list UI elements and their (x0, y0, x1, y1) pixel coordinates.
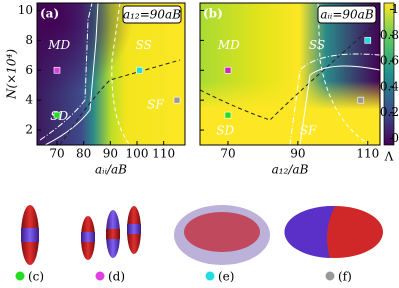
y-tick-label: 10 (18, 3, 33, 17)
colorbar-tick-label: 0.4 (380, 79, 399, 93)
annotation: a₁₂=90aB (123, 8, 181, 22)
state-label: (f) (338, 270, 352, 284)
state-label: (c) (28, 270, 44, 284)
colorbar-tick-label: 0.2 (380, 105, 399, 119)
marker (136, 66, 143, 74)
marker (53, 66, 61, 74)
boundary (59, 59, 181, 146)
marker (173, 96, 181, 104)
boundary (44, 2, 99, 146)
condensate (286, 205, 335, 250)
condensate (81, 232, 95, 242)
boundary (317, 2, 371, 146)
colorbar (383, 2, 395, 146)
marker (53, 111, 61, 119)
marker (357, 96, 365, 104)
boundary (299, 65, 381, 146)
region-label: SS (135, 38, 151, 52)
x-tick-label: 80 (76, 147, 91, 161)
state-dot (205, 271, 215, 281)
colorbar-tick-label: 1 (391, 2, 399, 16)
colorbar-tick-label: 0 (391, 131, 399, 145)
state-dot (95, 271, 105, 281)
colorbar-tick-label: 0.8 (380, 28, 399, 42)
panel-label: (a) (40, 7, 59, 21)
y-axis-label: N(×10⁴) (5, 49, 19, 100)
y-tick-label: 4 (25, 93, 33, 107)
panel-label: (b) (203, 7, 223, 21)
x-axis-label: a₁₂/aB (272, 163, 309, 177)
boundary (289, 53, 381, 146)
region-label: SD (216, 123, 234, 137)
colorbar-tick-label: 0.6 (380, 54, 399, 68)
state-dot (325, 271, 335, 281)
state-label: (d) (108, 270, 125, 284)
region-label: SF (300, 123, 317, 137)
condensate (127, 224, 141, 234)
marker (224, 111, 232, 119)
y-tick-label: 2 (25, 123, 33, 137)
x-axis-label: aᵢᵢ/aB (95, 163, 127, 177)
colorbar-label: Λ (384, 150, 394, 164)
plot-frame (199, 2, 381, 146)
heatmap-b-shade (200, 3, 380, 145)
annotation-box (317, 5, 377, 24)
region-label: SS (309, 38, 325, 52)
x-tick-label: 90 (290, 147, 305, 161)
condensate (106, 229, 120, 239)
annotation-box (122, 5, 182, 24)
x-tick-label: 70 (49, 147, 64, 161)
boundary (111, 2, 131, 146)
marker (364, 37, 372, 44)
boundary (199, 19, 381, 121)
boundary (39, 2, 93, 141)
condensate (184, 212, 260, 252)
marker (224, 66, 232, 74)
region-label: MD (217, 38, 240, 52)
plot-frame (36, 2, 186, 146)
region-label: SF (147, 98, 164, 112)
x-tick-label: 110 (356, 147, 379, 161)
x-tick-label: 110 (152, 147, 175, 161)
y-tick-label: 8 (25, 33, 33, 47)
state-dot (15, 271, 25, 281)
x-tick-label: 70 (220, 147, 235, 161)
annotation: aᵢᵢ=90aB (320, 8, 373, 22)
y-tick-label: 6 (25, 63, 33, 77)
heatmap-a-shade (37, 3, 185, 145)
x-tick-label: 90 (103, 147, 118, 161)
state-label: (e) (218, 270, 234, 284)
region-label: MD (47, 38, 70, 52)
x-tick-label: 100 (126, 147, 149, 161)
condensate (21, 228, 39, 242)
